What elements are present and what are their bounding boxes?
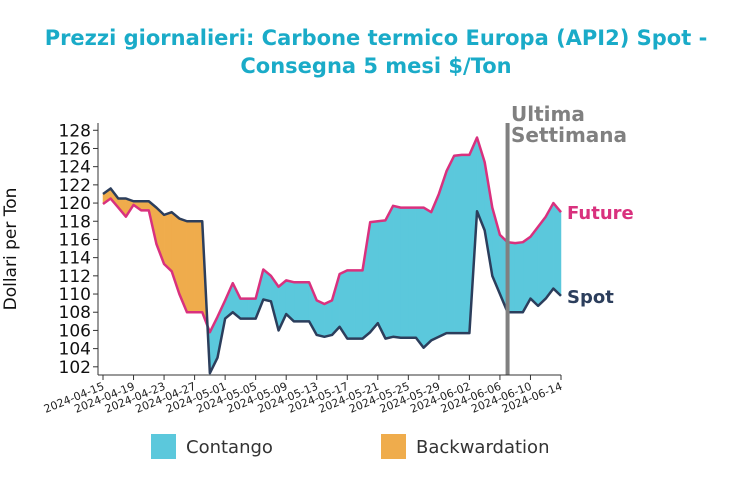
y-tick-label: 116 <box>59 230 91 250</box>
series-line <box>102 136 562 334</box>
spread-area <box>369 220 379 333</box>
spread-area <box>377 220 386 339</box>
spread-area <box>354 270 363 339</box>
legend-label: Backwardation <box>416 437 549 458</box>
annotation: Ultima Settimana <box>511 102 628 147</box>
spread-area <box>537 215 546 307</box>
y-tick-label: 118 <box>59 212 91 232</box>
spread-area <box>247 298 256 319</box>
spread-area <box>316 300 325 338</box>
spread-area <box>446 155 455 334</box>
y-tick-label: 120 <box>59 194 91 214</box>
spread-area <box>385 205 394 339</box>
y-tick-label: 108 <box>59 303 91 323</box>
y-tick-label: 124 <box>59 158 91 178</box>
spread-area <box>324 300 333 338</box>
spread-area <box>453 154 463 334</box>
spread-area <box>163 211 172 272</box>
spread-area <box>530 225 539 307</box>
spread-area <box>461 154 470 334</box>
spread-area <box>194 221 203 313</box>
y-tick-label: 112 <box>59 267 91 287</box>
spread-area <box>545 202 554 300</box>
y-tick-label: 102 <box>59 358 91 378</box>
spread-area <box>553 202 562 297</box>
spread-area <box>514 241 524 313</box>
spread-area <box>140 200 150 211</box>
spread-area <box>400 207 409 338</box>
spread-area <box>392 205 401 338</box>
legend-label: Contango <box>186 437 273 458</box>
y-tick-label: 126 <box>59 139 91 159</box>
y-tick-label: 114 <box>59 249 91 269</box>
y-tick-label: 106 <box>59 321 91 341</box>
spread-area <box>438 171 447 338</box>
series-label: Future <box>567 203 634 224</box>
y-tick-label: 122 <box>59 176 91 196</box>
spread-area <box>415 207 424 349</box>
chart-title: Prezzi giornalieri: Carbone termico Euro… <box>44 26 708 78</box>
spread-area <box>430 193 440 341</box>
legend-swatch <box>381 434 406 459</box>
legend-swatch <box>151 434 176 459</box>
spread-area <box>301 281 310 322</box>
spread-area <box>347 270 356 339</box>
series-label: Spot <box>567 287 614 308</box>
spread-area <box>293 281 302 322</box>
y-tick-label: 110 <box>59 285 91 305</box>
y-tick-label: 104 <box>59 340 91 360</box>
spread-area <box>240 298 249 319</box>
spread-area <box>423 207 432 349</box>
spread-area <box>186 221 195 313</box>
spread-area <box>408 207 417 338</box>
series-line <box>102 187 562 375</box>
y-tick-label: 128 <box>59 121 91 141</box>
y-axis-label: Dollari per Ton <box>1 188 21 311</box>
